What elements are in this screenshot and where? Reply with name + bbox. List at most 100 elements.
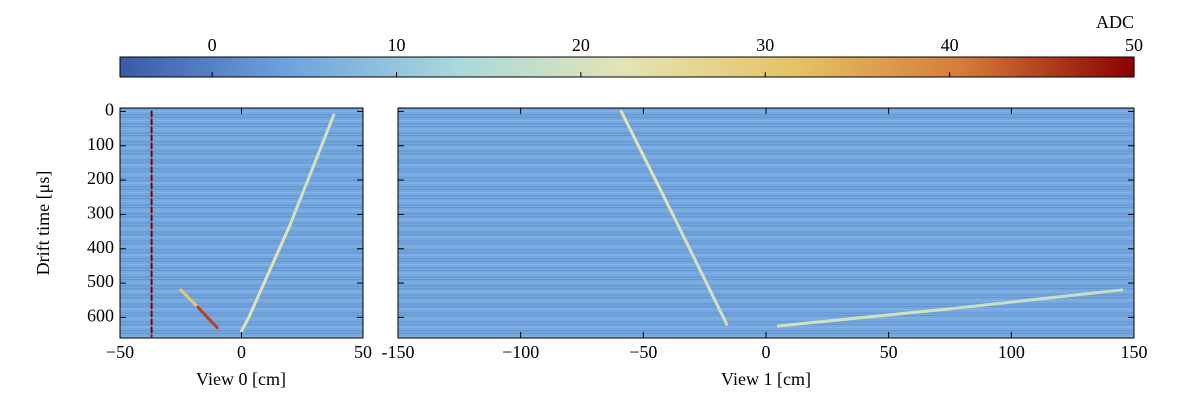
colorbar-cell [758, 57, 765, 77]
colorbar-cell [1073, 57, 1079, 77]
heatmap-noise [120, 108, 363, 338]
colorbar-cell [515, 57, 522, 77]
y-tick-label: 100 [87, 134, 114, 154]
colorbar-cell [165, 57, 172, 77]
colorbar-cell [789, 57, 795, 77]
colorbar-cell [490, 57, 496, 77]
colorbar-cell [926, 57, 932, 77]
colorbar-cell [211, 57, 217, 77]
colorbar-cell [956, 57, 963, 77]
colorbar-cell [216, 57, 222, 77]
colorbar-cell [880, 57, 887, 77]
y-tick-label: 0 [105, 100, 114, 120]
colorbar-cell [429, 57, 435, 77]
colorbar-cell [824, 57, 831, 77]
colorbar-cell [378, 57, 385, 77]
colorbar-cell [885, 57, 892, 77]
colorbar-cell [779, 57, 785, 77]
x-tick-label: 0 [762, 342, 771, 362]
colorbar-cell [677, 57, 684, 77]
colorbar-cell [155, 57, 162, 77]
colorbar-cell [971, 57, 978, 77]
colorbar-cell [1078, 57, 1084, 77]
colorbar-cell [728, 57, 735, 77]
colorbar-cell [748, 57, 755, 77]
colorbar-cell [1108, 57, 1115, 77]
colorbar-cell [408, 57, 415, 77]
colorbar-cell [287, 57, 293, 77]
colorbar-cell [190, 57, 197, 77]
colorbar-cell [586, 57, 593, 77]
x-tick-label: 100 [998, 342, 1025, 362]
colorbar-cell [140, 57, 146, 77]
colorbar-cell [784, 57, 790, 77]
colorbar-cell [606, 57, 613, 77]
colorbar-cell [809, 57, 816, 77]
colorbar-cell [1027, 57, 1034, 77]
track-segment [247, 223, 292, 319]
colorbar-cell [774, 57, 780, 77]
colorbar-cell [312, 57, 319, 77]
colorbar-cell [353, 57, 359, 77]
x-axis-label: View 0 [cm] [196, 369, 286, 389]
colorbar-label: ADC [1096, 12, 1134, 32]
colorbar-cell [611, 57, 618, 77]
colorbar-cell [439, 57, 446, 77]
y-tick-label: 600 [87, 306, 114, 326]
colorbar-cell [317, 57, 324, 77]
heatmap-noise [398, 108, 1134, 338]
colorbar-cell [403, 57, 410, 77]
colorbar-cell [469, 57, 476, 77]
colorbar-cell [1022, 57, 1029, 77]
colorbar-cell [905, 57, 912, 77]
colorbar-cell [444, 57, 451, 77]
colorbar-cell [226, 57, 233, 77]
colorbar-cell [986, 57, 993, 77]
colorbar-cell [931, 57, 937, 77]
colorbar-cell [819, 57, 826, 77]
colorbar-cell [180, 57, 187, 77]
colorbar-cell [647, 57, 653, 77]
colorbar-cell [1057, 57, 1064, 77]
colorbar-cell [236, 57, 243, 77]
colorbar-cell [307, 57, 314, 77]
colorbar-cell [1042, 57, 1049, 77]
colorbar-cell [941, 57, 948, 77]
colorbar-cell [368, 57, 375, 77]
colorbar-cell [687, 57, 694, 77]
colorbar-cell [398, 57, 405, 77]
colorbar-cell [297, 57, 304, 77]
colorbar-cell [713, 57, 719, 77]
colorbar-cell [718, 57, 724, 77]
colorbar-cell [1052, 57, 1059, 77]
colorbar-cell [900, 57, 907, 77]
track-segment [179, 288, 200, 309]
colorbar-cell [261, 57, 268, 77]
colorbar-cell [890, 57, 897, 77]
colorbar-cell [348, 57, 354, 77]
colorbar-cell [464, 57, 471, 77]
colorbar-cell [1068, 57, 1074, 77]
colorbar-cell [510, 57, 517, 77]
colorbar-cell [185, 57, 192, 77]
colorbar-cell [150, 57, 157, 77]
x-axis-label: View 1 [cm] [721, 369, 811, 389]
colorbar-cell [363, 57, 370, 77]
colorbar-cell [206, 57, 212, 77]
colorbar-cell [966, 57, 973, 77]
colorbar-tick-label: 40 [941, 35, 959, 55]
colorbar-cell [327, 57, 334, 77]
colorbar-cell [976, 57, 983, 77]
colorbar-cell [738, 57, 745, 77]
colorbar-cell [175, 57, 182, 77]
colorbar-cell [981, 57, 988, 77]
colorbar-cell [936, 57, 942, 77]
colorbar-cell [627, 57, 633, 77]
colorbar-cell [343, 57, 349, 77]
colorbar-tick-label: 0 [208, 35, 217, 55]
colorbar-cell [855, 57, 861, 77]
colorbar-cell [505, 57, 511, 77]
track-segment [948, 288, 1124, 311]
colorbar-cell [1002, 57, 1008, 77]
colorbar-cell [160, 57, 167, 77]
